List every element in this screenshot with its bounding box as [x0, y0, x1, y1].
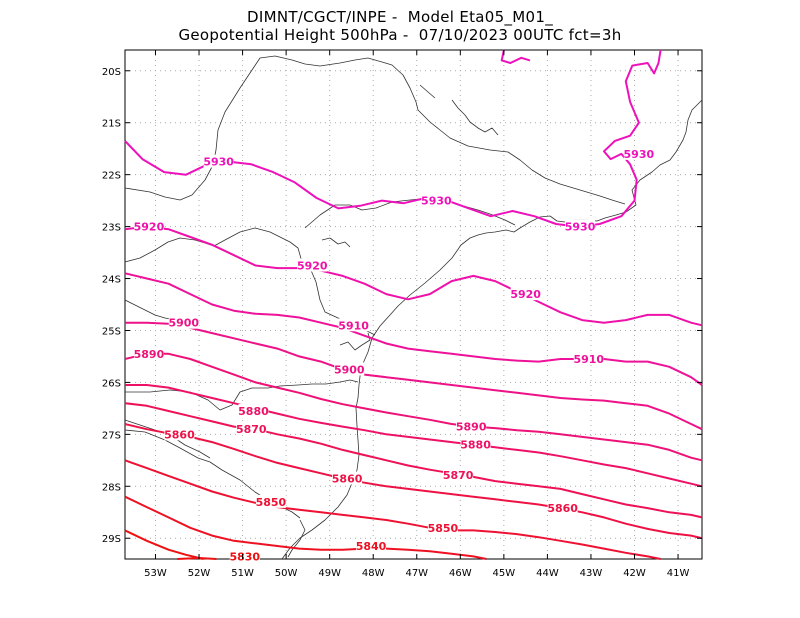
- x-tick-label: 48W: [362, 568, 385, 579]
- contour-label: 5860: [164, 428, 195, 441]
- contour-label-bg: [168, 315, 199, 329]
- contour-label: 5850: [428, 522, 459, 535]
- contour-5830: [124, 529, 204, 560]
- contour-label: 5850: [256, 496, 287, 509]
- geopotential-contours: 5930 5930 5930 5930 5920 5920 5920 5910 5910 5900…: [124, 49, 703, 563]
- y-tick-label: 23S: [102, 223, 121, 234]
- contour-label: 5880: [238, 405, 269, 418]
- map-axes: 53W 52W 51W 50W 49W 48W 47W 46W 45W 44W 43W 42W 41W 2…: [102, 50, 702, 579]
- contour-label: 5910: [573, 353, 604, 366]
- lagoa-dos-patos: [287, 519, 306, 558]
- contour-label-bg: [338, 318, 369, 332]
- contour-label-bg: [164, 427, 195, 441]
- contour-label-bg: [356, 539, 387, 553]
- y-tick-label: 21S: [102, 119, 121, 130]
- contour-5840: [124, 495, 487, 560]
- x-tick-label: 42W: [623, 568, 646, 579]
- contour-label-bg: [229, 549, 260, 563]
- y-tick-label: 22S: [102, 171, 121, 182]
- map-frame: [124, 49, 703, 560]
- contour-5910: [124, 272, 703, 386]
- contour-label: 5900: [168, 317, 199, 330]
- contour-5870: [124, 402, 703, 519]
- sao-paulo-reservoir: [321, 237, 351, 248]
- x-tick-label: 41W: [667, 568, 690, 579]
- y-tick-label: 20S: [102, 67, 121, 78]
- contour-label-bg: [133, 219, 164, 233]
- contour-label-bg: [334, 362, 365, 376]
- y-tick-label: 27S: [102, 430, 121, 441]
- contour-5860: [124, 423, 703, 540]
- contour-5850: [124, 459, 661, 560]
- map-title-line2: Geopotential Height 500hPa - 07/10/2023 …: [178, 26, 622, 44]
- contour-label-bg: [565, 219, 596, 233]
- x-tick-label: 43W: [580, 568, 603, 579]
- contour-label-bg: [203, 154, 234, 168]
- contour-label-bg: [297, 258, 328, 272]
- contour-label: 5920: [297, 260, 328, 273]
- contour-label: 5830: [229, 550, 260, 563]
- contour-label-bg: [255, 494, 286, 508]
- contour-label: 5910: [338, 319, 369, 332]
- contour-5930: [500, 49, 531, 64]
- contour-label-bg: [547, 501, 578, 515]
- x-tick-label: 45W: [493, 568, 516, 579]
- y-tick-label: 28S: [102, 482, 121, 493]
- y-tick-label: 25S: [102, 326, 121, 337]
- state-border-sp-mg: [304, 197, 516, 229]
- x-tick-label: 49W: [318, 568, 341, 579]
- x-tick-label: 51W: [231, 568, 254, 579]
- contour-5890: [124, 352, 703, 462]
- contour-label: 5870: [443, 469, 474, 482]
- contour-label: 5900: [334, 363, 365, 376]
- x-tick-label: 50W: [275, 568, 298, 579]
- contour-label: 5930: [203, 156, 234, 169]
- contour-label-bg: [427, 520, 458, 534]
- contour-label: 5920: [134, 221, 165, 234]
- y-tick-label: 24S: [102, 275, 121, 286]
- contour-label: 5930: [624, 148, 655, 161]
- x-tick-label: 47W: [405, 568, 428, 579]
- lat-lon-grid: [125, 50, 702, 559]
- coastline: [281, 99, 703, 560]
- contour-label-bg: [456, 419, 487, 433]
- contour-label-bg: [332, 471, 363, 485]
- contour-label: 5890: [456, 421, 487, 434]
- contour-5880: [125, 384, 703, 488]
- contour-label-bg: [443, 467, 474, 481]
- contour-label-bg: [623, 146, 654, 160]
- contour-label: 5860: [332, 472, 363, 485]
- x-tick-label: 53W: [144, 568, 167, 579]
- contour-label: 5870: [236, 423, 267, 436]
- contour-5900: [125, 321, 703, 431]
- contour-label-bg: [573, 352, 604, 366]
- x-tick-label: 52W: [188, 568, 211, 579]
- contour-label-bg: [460, 437, 491, 451]
- contour-label-bg: [421, 193, 452, 207]
- x-tick-label: 44W: [536, 568, 559, 579]
- contour-label: 5890: [134, 348, 165, 361]
- itaipu-reservoir: [451, 99, 499, 136]
- contour-label: 5860: [547, 502, 578, 515]
- paranagua-bay: [339, 332, 371, 351]
- contour-label-bg: [238, 403, 269, 417]
- contour-label-bg: [133, 346, 164, 360]
- contour-label: 5880: [460, 439, 491, 452]
- contour-5830: [177, 557, 217, 560]
- furnas-reservoir: [419, 84, 436, 99]
- y-tick-label: 29S: [102, 534, 121, 545]
- contour-5920: [124, 225, 703, 327]
- contour-label: 5920: [510, 288, 541, 301]
- contour-label: 5930: [421, 195, 452, 208]
- map-title-line1: DIMNT/CGCT/INPE - Model Eta05_M01_: [247, 8, 553, 26]
- y-tick-label: 26S: [102, 378, 121, 389]
- contour-label: 5840: [356, 540, 387, 553]
- contour-label-bg: [510, 287, 541, 301]
- contour-label-bg: [236, 422, 267, 436]
- contour-5930: [124, 49, 662, 228]
- state-border-sp-pr: [124, 227, 376, 336]
- x-tick-label: 46W: [449, 568, 472, 579]
- contour-label: 5930: [565, 221, 596, 234]
